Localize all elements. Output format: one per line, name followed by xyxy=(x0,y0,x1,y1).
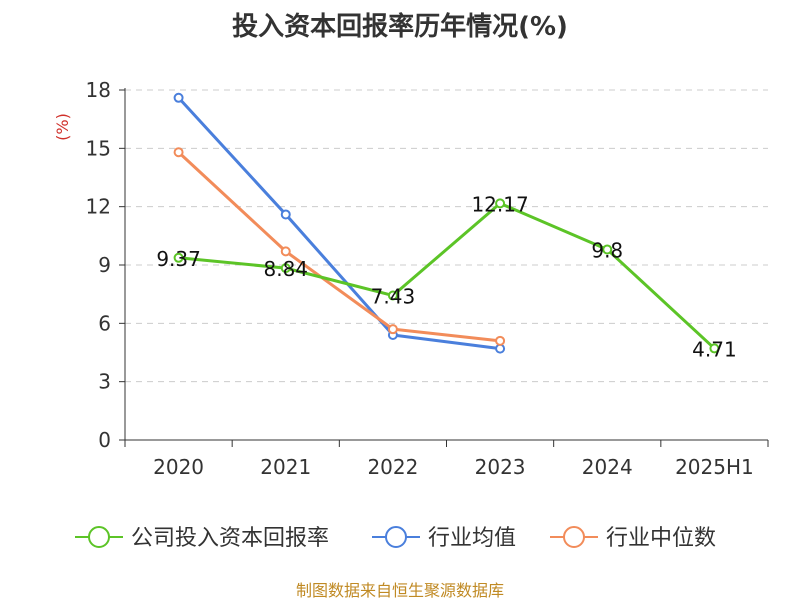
legend[interactable]: 公司投入资本回报率 行业均值 行业中位数 xyxy=(75,526,716,551)
legend-marker xyxy=(563,526,585,548)
data-labels: 9.37 8.84 7.43 12.17 9.8 4.71 xyxy=(156,192,736,361)
legend-label: 行业均值 xyxy=(428,526,516,551)
data-label: 12.17 xyxy=(471,192,528,216)
data-point xyxy=(280,209,291,220)
data-point xyxy=(173,92,184,103)
y-tick-label: 9 xyxy=(98,253,111,277)
x-tick-label: 2024 xyxy=(582,455,633,479)
data-point xyxy=(280,246,291,257)
data-point xyxy=(173,252,184,263)
legend-label: 公司投入资本回报率 xyxy=(131,526,329,551)
data-point xyxy=(602,244,613,255)
y-tick-label: 0 xyxy=(98,428,111,452)
legend-marker xyxy=(88,526,110,548)
y-axis-unit-label: (%) xyxy=(53,113,72,141)
series-line xyxy=(177,151,501,343)
data-point xyxy=(387,290,398,301)
y-tick-label: 15 xyxy=(86,136,111,160)
x-tick-label: 2025H1 xyxy=(675,455,754,479)
data-point xyxy=(495,198,506,209)
data-point xyxy=(387,324,398,335)
data-source-note: 制图数据来自恒生聚源数据库 xyxy=(295,581,504,600)
axes: 0 3 6 9 12 15 18 2020 2021 2022 2023 2024 2025H1 xyxy=(86,78,769,479)
series-line xyxy=(178,201,716,350)
data-point xyxy=(173,147,184,158)
chart-title: 投入资本回报率历年情况(%) xyxy=(232,12,568,42)
data-point xyxy=(709,343,720,354)
data-label: 8.84 xyxy=(263,257,308,281)
y-tick-label: 6 xyxy=(98,311,111,335)
y-tick-label: 12 xyxy=(86,195,111,219)
y-tick-label: 3 xyxy=(98,370,111,394)
data-label: 4.71 xyxy=(692,337,737,361)
legend-label: 行业中位数 xyxy=(606,526,716,551)
series-lines xyxy=(173,92,720,354)
y-tick-label: 18 xyxy=(86,78,111,102)
data-point xyxy=(280,263,291,274)
x-tick-label: 2020 xyxy=(153,455,204,479)
series-line xyxy=(177,96,501,351)
grid-lines xyxy=(125,89,768,383)
x-tick-label: 2021 xyxy=(260,455,311,479)
data-label: 7.43 xyxy=(371,285,416,309)
x-tick-label: 2023 xyxy=(475,455,526,479)
x-tick-label: 2022 xyxy=(367,455,418,479)
data-point xyxy=(495,335,506,346)
data-label: 9.8 xyxy=(591,238,623,262)
legend-marker xyxy=(385,526,407,548)
data-label: 9.37 xyxy=(156,247,201,271)
